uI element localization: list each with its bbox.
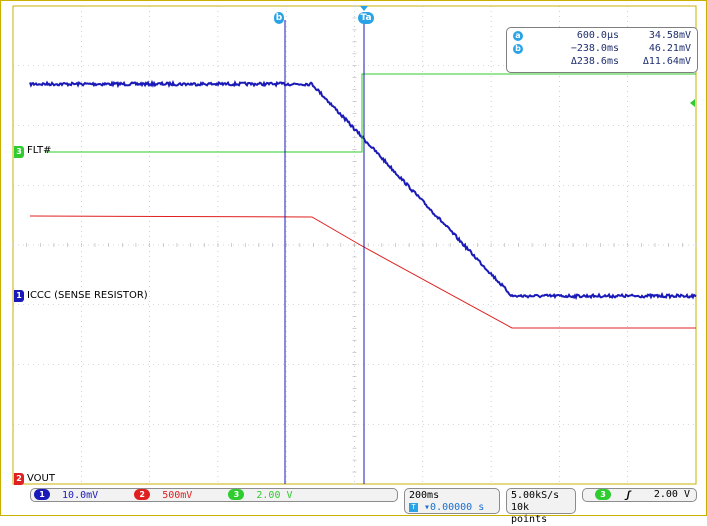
ch1-marker-number: 1 [16,291,22,300]
readout-row-delta: Δ238.6ms Δ11.64mV [507,56,697,69]
cursor-a-icon: a [513,31,523,41]
ch3-chip: 3 [228,489,245,500]
ch2-marker-number: 2 [16,474,22,483]
cursor-a-tag-label: Ta [360,13,372,23]
waveform-traces [29,73,697,329]
cursor-b-value: 46.21mV [648,43,691,54]
trigger-box[interactable]: 3 ʃ 2.00 V [582,488,697,502]
delta-time: Δ238.6ms [570,56,619,67]
trigger-channel-chip: 3 [595,489,611,500]
ch2-label: VOUT [27,473,55,484]
ch1-scale: 10.0mV [62,489,99,501]
acquisition-box[interactable]: 5.00kS/s 10k points [506,488,576,525]
cursor-lines [284,6,368,484]
ch2-ground-marker[interactable]: 2 [14,473,24,485]
cursor-b-tag[interactable]: b [274,12,284,24]
readout-row-a: a 600.0µs 34.58mV [507,30,697,43]
ch2-trace [29,215,696,329]
rising-edge-icon: ʃ [625,489,632,501]
cursor-a-tag[interactable]: Ta [358,12,374,24]
timebase-value: 200ms [409,490,440,501]
cursor-readout-panel: a 600.0µs 34.58mV b −238.0ms 46.21mV Δ23… [506,27,698,73]
cursor-b-time: −238.0ms [570,43,619,54]
trigger-level: 2.00 V [653,489,690,500]
ch3-marker-number: 3 [16,147,22,156]
ch2-chip: 2 [134,489,151,500]
timebase-box[interactable]: 200ms T ▾0.00000 s [404,488,500,514]
trigger-position: T ▾0.00000 s [409,502,495,514]
cursor-a-time: 600.0µs [576,30,619,41]
graticule-grid [12,5,697,485]
ch3-label: FLT# [27,145,52,156]
cursor-b-icon: b [513,44,523,54]
cursor-b-tag-label: b [275,13,283,23]
ch2-scale: 500mV [162,489,193,501]
ch1-trace [29,79,697,301]
ch3-scale: 2.00 V [256,489,293,501]
sample-rate: 5.00kS/s [511,490,560,501]
trigger-point-marker [360,6,368,11]
cursor-a-value: 34.58mV [648,30,691,41]
status-bar: 1 10.0mV 2 500mV 3 2.00 V 200ms T ▾0.000… [0,485,707,525]
readout-row-b: b −238.0ms 46.21mV [507,43,697,56]
ch3-trace [45,73,696,153]
trigger-position-icon: T [409,502,418,512]
trigger-position-value: ▾0.00000 s [424,502,485,513]
trigger-level-marker[interactable] [690,99,695,107]
ch1-label: ICCC (SENSE RESISTOR) [27,290,148,301]
delta-value: Δ11.64mV [642,56,691,67]
ch3-ground-marker[interactable]: 3 [14,146,24,158]
channel-scales-box[interactable]: 1 10.0mV 2 500mV 3 2.00 V [30,488,398,502]
ch1-chip: 1 [34,489,50,500]
ch1-ground-marker[interactable]: 1 [14,290,24,302]
record-length: 10k points [511,502,548,525]
